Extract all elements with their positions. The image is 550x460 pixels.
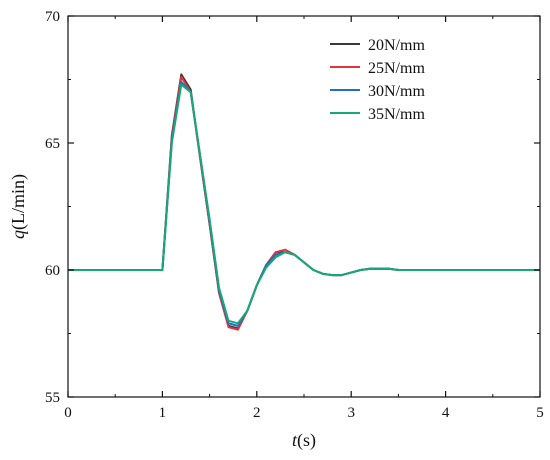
legend-label: 30N/mm bbox=[368, 83, 425, 100]
x-tick-label: 1 bbox=[159, 405, 167, 421]
x-axis-label-var: t bbox=[292, 430, 298, 450]
series-line-20n-mm bbox=[68, 73, 540, 330]
series-line-25n-mm bbox=[68, 75, 540, 331]
y-axis: 55 60 65 70 bbox=[45, 9, 540, 406]
x-tick-label: 2 bbox=[253, 405, 261, 421]
series-lines bbox=[68, 73, 540, 331]
plot-frame bbox=[67, 15, 541, 398]
legend-label: 35N/mm bbox=[368, 106, 425, 123]
series-line-35n-mm bbox=[68, 83, 540, 325]
x-axis-label: t(s) bbox=[292, 430, 316, 451]
x-axis-label-unit: (s) bbox=[297, 430, 316, 451]
y-tick-label: 60 bbox=[45, 263, 60, 279]
y-tick-label: 70 bbox=[45, 9, 60, 25]
x-tick-label: 5 bbox=[536, 405, 544, 421]
x-tick-label: 4 bbox=[442, 405, 450, 421]
x-tick-label: 3 bbox=[347, 405, 355, 421]
legend: 20N/mm 25N/mm 30N/mm 35N/mm bbox=[330, 37, 425, 123]
y-axis-label: q(L/min) bbox=[8, 174, 29, 239]
y-axis-label-unit: (L/min) bbox=[8, 174, 29, 230]
legend-label: 25N/mm bbox=[368, 60, 425, 77]
series-line-30n-mm bbox=[68, 81, 540, 327]
y-tick-label: 65 bbox=[45, 136, 60, 152]
x-axis: 0 1 2 3 4 5 bbox=[64, 16, 544, 421]
legend-label: 20N/mm bbox=[368, 37, 425, 54]
y-axis-label-var: q bbox=[8, 230, 28, 239]
x-tick-label: 0 bbox=[64, 405, 72, 421]
y-tick-label: 55 bbox=[45, 390, 60, 406]
